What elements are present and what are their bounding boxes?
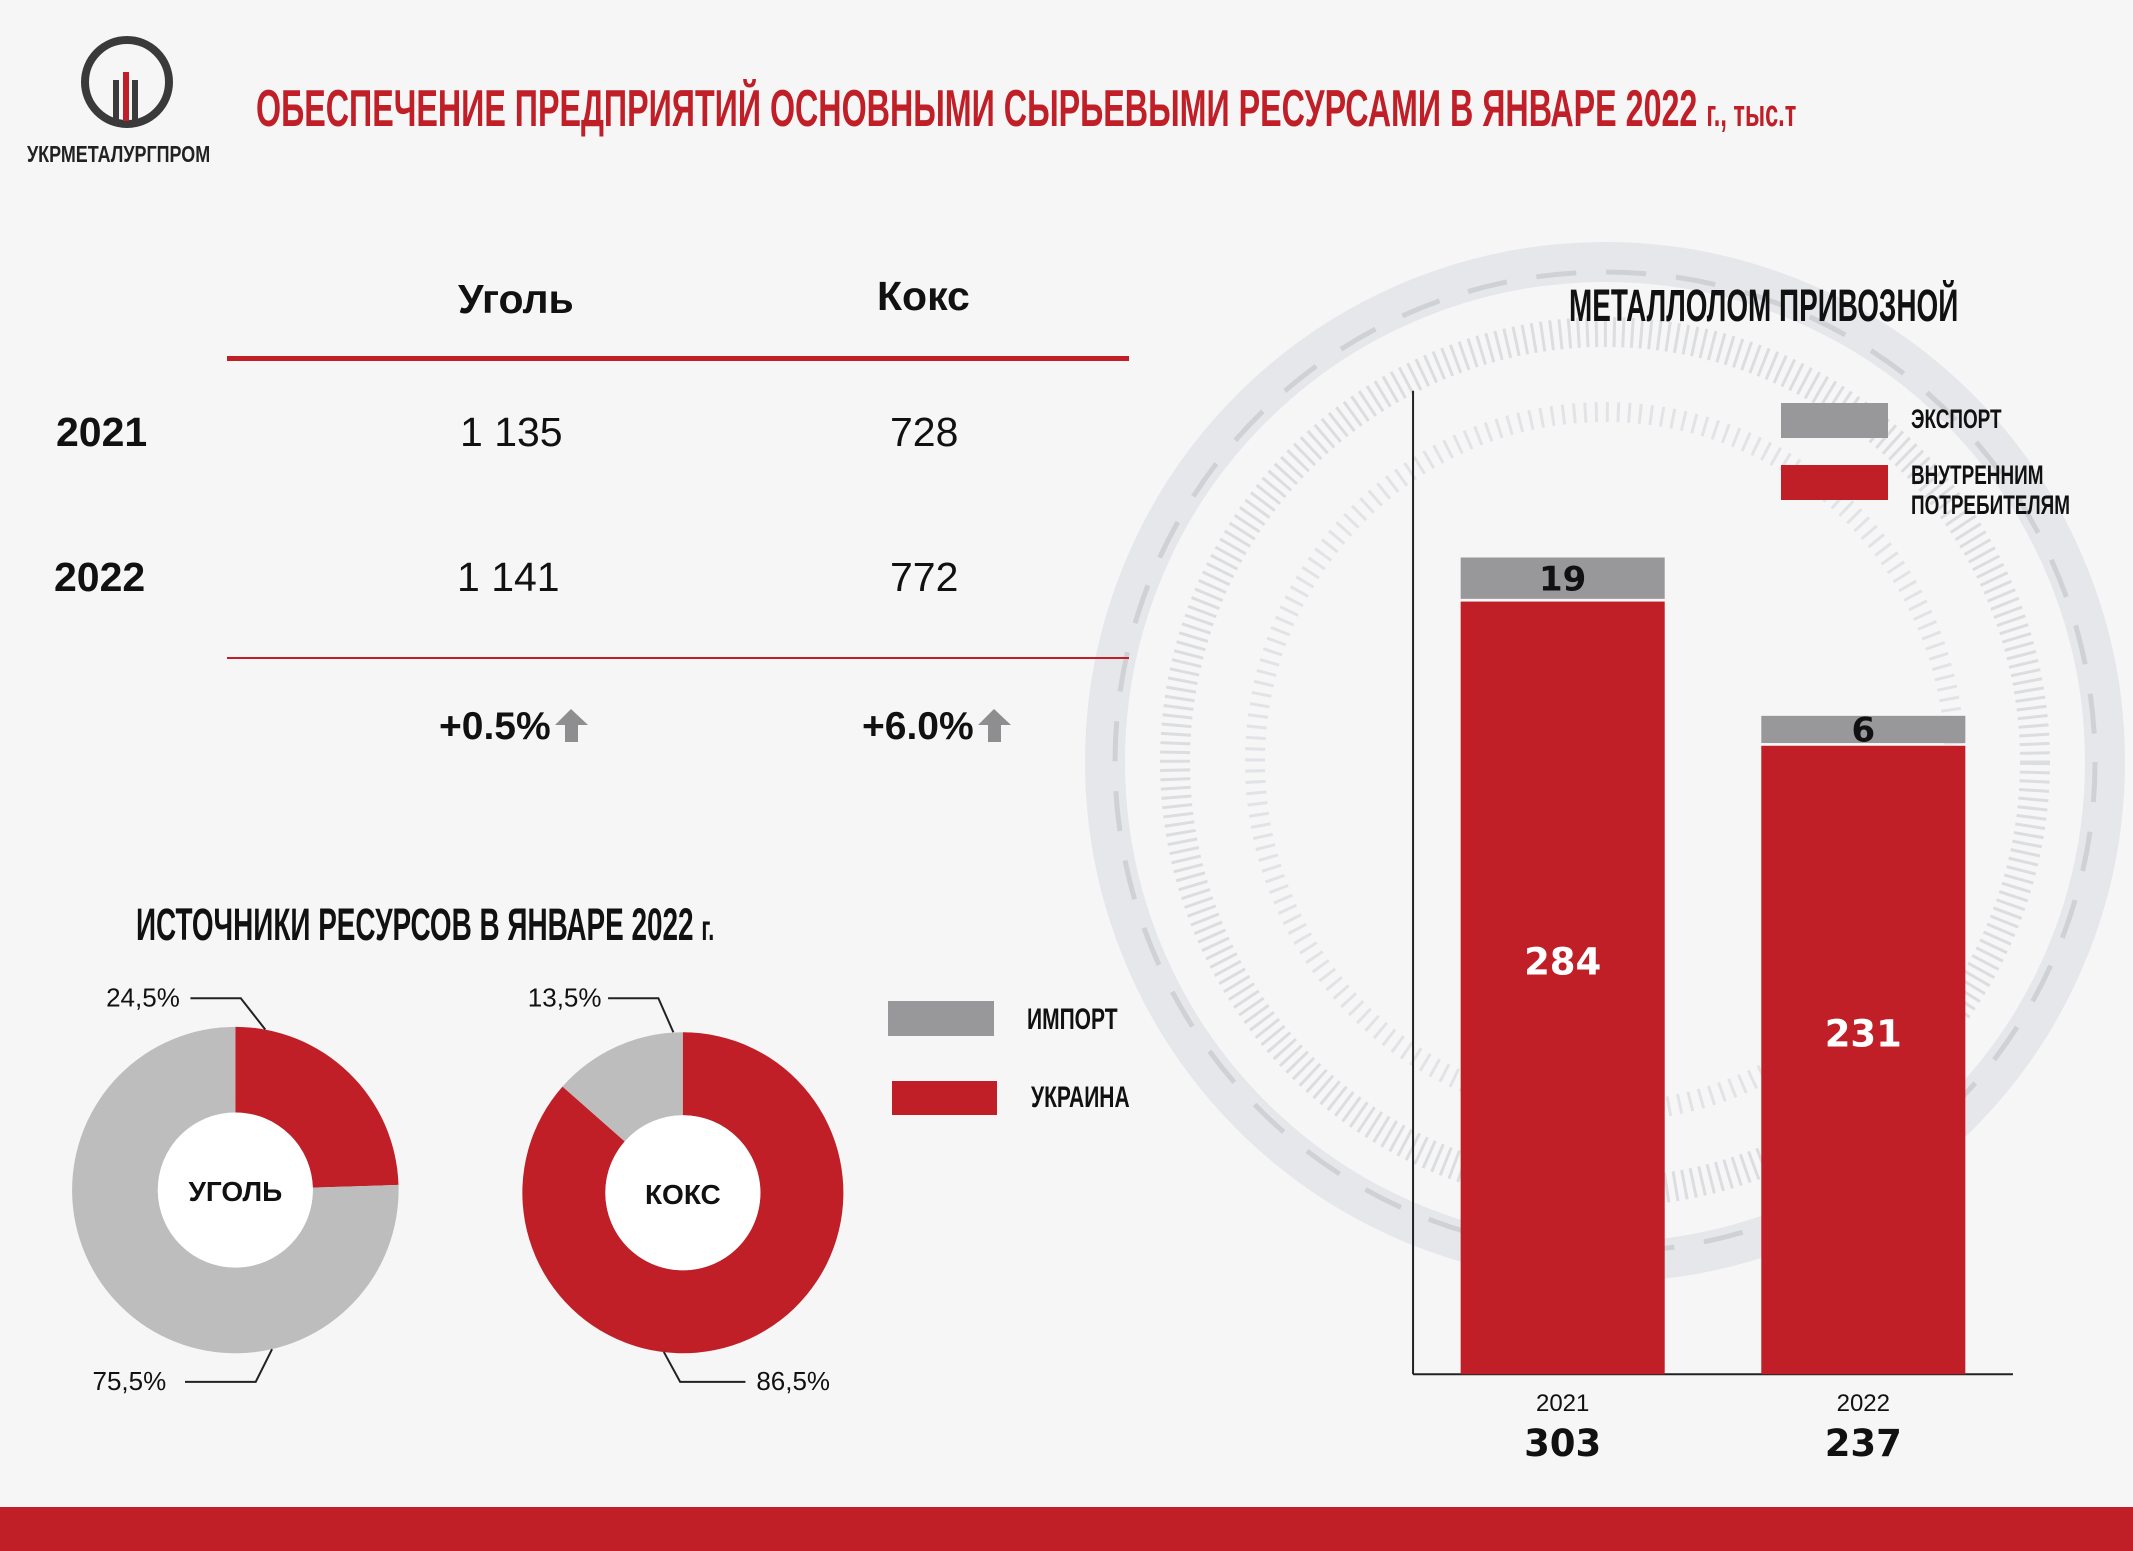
bar-export-label: 6 [1851,711,1875,751]
legend-swatch-export [1781,403,1888,438]
donut-label-import: 24,5% [106,982,180,1012]
coal-2022-value: 1 141 [457,554,560,600]
logo-icon [81,36,173,128]
donut-slice-ukraine [522,1032,844,1354]
scrap-bar-chart: 284 19 2021 303 231 6 2022 237 [1412,390,2013,1465]
table-bottom-divider [227,657,1129,659]
column-header-coke: Кокс [877,273,970,319]
sources-title: ИСТОЧНИКИ РЕСУРСОВ В ЯНВАРЕ 2022 г. [136,899,715,950]
leader-line [662,1351,746,1383]
legend-swatch-domestic [1781,465,1888,500]
legend-swatch-ukraine [892,1081,997,1115]
legend-label-export: ЭКСПОРТ [1911,404,2002,434]
bar-domestic [1460,601,1665,1375]
bar-export [1761,715,1966,744]
arrow-up-icon [977,709,1011,742]
donut-label-ukraine: 86,5% [756,1366,830,1396]
donut-slice-import [562,1032,683,1142]
leader-line [185,1348,273,1383]
bar-domestic [1761,745,1966,1375]
coke-change: +6.0% [862,705,1015,749]
legend-swatch-import [888,1001,994,1036]
arrow-up-icon [554,709,588,742]
legend-label-import: ИМПОРТ [1027,1003,1118,1036]
donut-label-import: 13,5% [528,982,602,1012]
coke-2021-value: 728 [890,409,959,455]
coal-change: +0.5% [439,705,592,749]
brand-name: УКРМЕТАЛУРГПРОМ [27,141,211,167]
leader-line [608,997,675,1033]
page-title: ОБЕСПЕЧЕНИЕ ПРЕДПРИЯТИЙ ОСНОВНЫМИ СЫРЬЕВ… [256,80,1797,138]
legend-label-domestic: ВНУТРЕННИМ ПОТРЕБИТЕЛЯМ [1911,460,2070,520]
coke-2022-value: 772 [890,554,959,600]
leader-line [190,997,267,1031]
footer-bar [0,1507,2133,1551]
bar-domestic-label: 231 [1825,1012,1902,1055]
donut-slice-import [235,1026,399,1188]
donut-center-label: УГОЛЬ [188,1176,282,1207]
bar-export-label: 19 [1539,559,1586,599]
coal-2021-value: 1 135 [460,409,563,455]
donut-hole [605,1115,761,1271]
donut-charts: УГОЛЬ 24,5% 75,5% КОКС 13,5% 86,5% [72,982,844,1396]
donut-center-label: КОКС [645,1179,721,1210]
row-year-2021: 2021 [56,409,148,455]
scrap-chart-title: МЕТАЛЛОЛОМ ПРИВОЗНОЙ [1569,280,1959,331]
donut-label-ukraine: 75,5% [93,1366,167,1396]
donut-slice-ukraine [72,1026,399,1354]
bar-domestic-label: 284 [1524,940,1601,983]
legend-label-ukraine: УКРАИНА [1031,1081,1130,1114]
bar-total-label: 237 [1825,1422,1902,1465]
x-tick-label: 2022 [1837,1390,1890,1417]
x-tick-label: 2021 [1536,1390,1589,1417]
bar-export [1460,557,1665,599]
column-header-coal: Уголь [458,276,574,322]
table-header-divider [227,356,1129,361]
row-year-2022: 2022 [54,554,146,600]
donut-hole [157,1112,313,1268]
bar-total-label: 303 [1524,1422,1601,1465]
